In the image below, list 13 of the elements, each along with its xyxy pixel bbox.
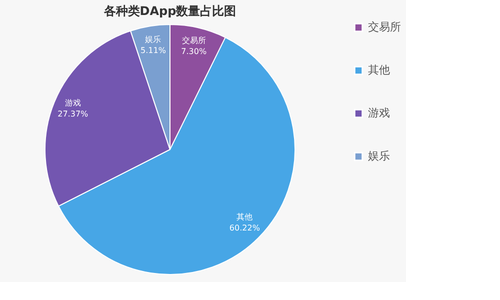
legend-label: 娱乐 bbox=[368, 150, 390, 162]
slice-label: 交易所 bbox=[182, 36, 206, 46]
slice-label: 其他 bbox=[236, 212, 253, 222]
legend-label: 交易所 bbox=[368, 20, 401, 34]
legend-label: 其他 bbox=[368, 64, 390, 76]
slice-label: 游戏 bbox=[64, 98, 81, 108]
data-label: 7.30% bbox=[181, 47, 207, 56]
chart-title: 各种类DApp数量占比图 bbox=[102, 4, 236, 18]
legend-label: 游戏 bbox=[368, 106, 390, 120]
data-label: 60.22% bbox=[229, 223, 260, 232]
data-label: 5.11% bbox=[140, 46, 166, 55]
slice-label: 娱乐 bbox=[145, 34, 162, 44]
data-label: 27.37% bbox=[58, 110, 89, 119]
